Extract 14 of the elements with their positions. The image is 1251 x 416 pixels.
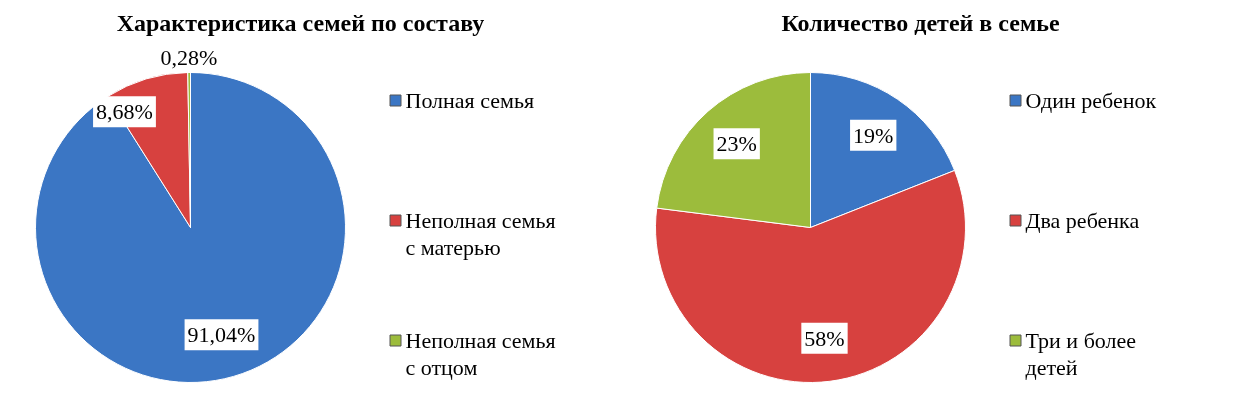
chart-title: Характеристика семей по составу xyxy=(116,9,485,36)
legend-label: Неполная семья с матерью xyxy=(405,208,556,260)
legend-label: Неполная семья с отцом xyxy=(405,328,556,380)
data-label: 58% xyxy=(804,325,845,351)
legend-label: Полная семья xyxy=(405,88,535,113)
data-label: 91,04% xyxy=(187,322,256,348)
legend-label: Два ребенка xyxy=(1025,208,1140,233)
legend-label: Три и более детей xyxy=(1025,328,1137,380)
data-label: 0,28% xyxy=(160,45,218,71)
data-label: 19% xyxy=(853,122,894,148)
chart-title: Количество детей в семье xyxy=(781,9,1060,36)
data-label: 8,68% xyxy=(96,99,153,125)
data-label: 23% xyxy=(716,131,757,157)
legend-label: Один ребенок xyxy=(1025,88,1157,113)
